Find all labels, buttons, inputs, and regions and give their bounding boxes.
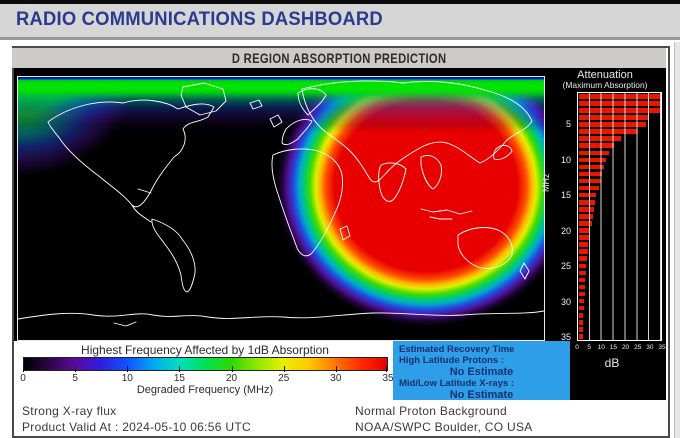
- attenuation-x-tick: 25: [634, 344, 642, 351]
- attenuation-y-tick: 30: [560, 296, 571, 307]
- colorbar-tick: [23, 366, 24, 372]
- attenuation-x-tick: 10: [597, 344, 605, 351]
- coastlines-overlay: [18, 80, 544, 327]
- colorbar-tick-label: 0: [20, 373, 26, 384]
- attenuation-x-axis-title: dB: [604, 356, 620, 370]
- recovery-row-label: High Latitude Protons :: [399, 355, 505, 366]
- attenuation-y-tick: 25: [560, 261, 571, 272]
- colorbar-tick: [127, 366, 129, 372]
- app-header: RADIO COMMUNICATIONS DASHBOARD: [0, 4, 680, 37]
- attenuation-x-tick: 35: [658, 344, 666, 351]
- colorbar-tick-label: 25: [278, 373, 290, 384]
- top-border-bar: [0, 0, 680, 4]
- colorbar-tick: [231, 366, 233, 372]
- colorbar-tick-label: 15: [173, 373, 185, 384]
- recovery-time-box: Estimated Recovery Time High Latitude Pr…: [393, 341, 570, 401]
- window-right-edge: [674, 42, 680, 438]
- attenuation-x-tick: 15: [609, 344, 618, 351]
- colorbar-title: Highest Frequency Affected by 1dB Absorp…: [81, 343, 329, 357]
- attenuation-y-tick: 5: [565, 119, 571, 129]
- attenuation-plot: [577, 92, 662, 341]
- colorbar-tick-label: 10: [121, 373, 133, 384]
- absorption-world-map: [17, 76, 545, 341]
- colorbar-tick: [179, 366, 181, 372]
- attenuation-y-tick: 10: [560, 154, 571, 165]
- recovery-row-value: No Estimate: [449, 389, 514, 401]
- drap-panel-header: D REGION ABSORPTION PREDICTION: [12, 48, 666, 68]
- attenuation-y-axis-title: MHz: [541, 173, 551, 193]
- attenuation-y-tick: 35: [560, 332, 571, 343]
- colorbar-tick: [283, 366, 285, 372]
- attenuation-y-tick: 15: [560, 190, 571, 201]
- attenuation-x-tick: 5: [587, 344, 591, 351]
- colorbar-axis-title: Degraded Frequency (MHz): [136, 384, 274, 396]
- colorbar-tick-label: 30: [330, 373, 342, 384]
- recovery-title: Estimated Recovery Time: [399, 344, 515, 355]
- colorbar-tick: [335, 366, 337, 372]
- noaa-swpc-credit: NOAA/SWPC Boulder, CO USA: [355, 420, 533, 434]
- colorbar-tick: [386, 366, 387, 372]
- attenuation-x-tick: 20: [621, 344, 630, 351]
- colorbar-tick-label: 35: [382, 373, 394, 384]
- colorbar-gradient: [23, 357, 388, 371]
- recovery-row-label: Mid/Low Latitude X-rays :: [399, 378, 515, 389]
- colorbar-tick-label: 5: [72, 373, 78, 384]
- proton-background-status: Normal Proton Background: [355, 404, 507, 418]
- page-title: RADIO COMMUNICATIONS DASHBOARD: [16, 9, 383, 30]
- attenuation-x-tick: 0: [575, 344, 579, 351]
- drap-panel-title: D REGION ABSORPTION PREDICTION: [231, 50, 447, 66]
- attenuation-chart-title: Attenuation: [577, 69, 633, 81]
- header-divider: [0, 37, 680, 40]
- colorbar-tick-label: 20: [226, 373, 238, 384]
- attenuation-gridlines: [578, 93, 661, 340]
- colorbar-tick: [75, 366, 77, 372]
- recovery-row-value: No Estimate: [449, 366, 514, 378]
- xray-flux-status: Strong X-ray flux: [22, 404, 117, 418]
- attenuation-chart-subtitle: (Maximum Absorption): [562, 80, 648, 90]
- product-valid-timestamp: Product Valid At : 2024-05-10 06:56 UTC: [22, 420, 251, 434]
- attenuation-x-tick: 30: [646, 344, 654, 351]
- attenuation-y-tick: 20: [560, 225, 571, 236]
